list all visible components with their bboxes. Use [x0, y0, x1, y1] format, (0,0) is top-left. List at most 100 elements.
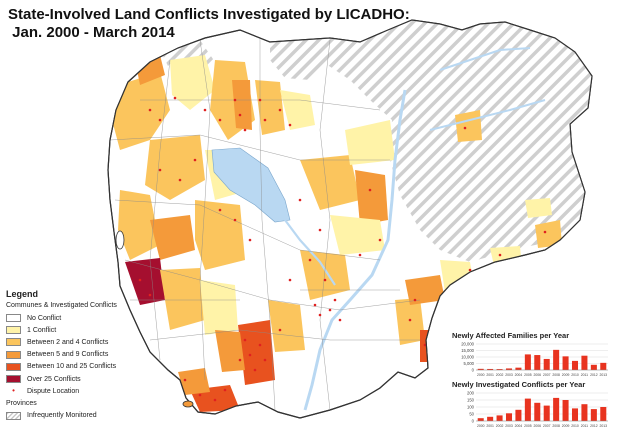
x-tick-label: 2005: [524, 424, 532, 428]
map-title: State-Involved Land Conflicts Investigat…: [8, 6, 410, 41]
x-tick-label: 2011: [581, 373, 588, 377]
commune-boundaries: [109, 35, 421, 411]
bar-2007: [543, 405, 550, 421]
bar-2012: [590, 364, 597, 370]
x-tick-label: 2000: [477, 373, 485, 377]
bar-2006: [534, 402, 541, 421]
y-tick-label: 50: [469, 412, 474, 417]
x-tick-label: 2013: [600, 373, 608, 377]
legend-title: Legend: [6, 289, 39, 299]
y-tick-label: 20,000: [461, 342, 474, 347]
island-kampot: [182, 400, 194, 408]
bar-2005: [524, 354, 531, 370]
x-tick-label: 2010: [571, 424, 579, 428]
legend-monitored-label: Infrequently Monitored: [27, 412, 97, 420]
legend-swatch: [6, 362, 21, 371]
bar-2004: [515, 409, 522, 421]
bar-2011: [581, 404, 588, 421]
sesan-river: [439, 47, 531, 71]
bar-2001: [487, 368, 494, 370]
x-tick-label: 2006: [534, 424, 542, 428]
y-tick-label: 0: [472, 368, 475, 373]
x-tick-label: 2012: [590, 424, 598, 428]
legend-swatch: [6, 314, 21, 323]
x-tick-label: 2005: [524, 373, 532, 377]
bar-2002: [496, 369, 503, 370]
y-tick-label: 200: [467, 391, 475, 396]
bar-2003: [505, 413, 513, 421]
legend-item: Between 5 and 9 Conflicts: [6, 349, 166, 361]
bar-2011: [581, 355, 588, 370]
x-tick-label: 2011: [581, 424, 588, 428]
legend-swatch: [6, 326, 21, 335]
hatch-swatch: [6, 411, 21, 420]
conflict-communes: [112, 55, 562, 412]
y-tick-label: 5,000: [464, 361, 475, 366]
legend-swatch: [6, 350, 21, 359]
x-tick-label: 2002: [496, 373, 504, 377]
legend-item-label: No Conflict: [27, 314, 62, 322]
legend-dispute-label: Dispute Location: [27, 387, 80, 395]
legend-communes-label: Communes & Investigated Conflicts: [6, 302, 117, 309]
island-koh-kong: [115, 230, 125, 250]
bar-2013: [600, 362, 607, 370]
bar-2002: [496, 415, 503, 421]
legend-item: Between 2 and 4 Conflicts: [6, 336, 166, 348]
hatched-region-north: [270, 30, 330, 80]
tonle-sap-lake: [211, 147, 291, 223]
bar-2008: [553, 349, 560, 370]
dispute-locations: [138, 96, 547, 402]
legend-item-label: Between 5 and 9 Conflicts: [27, 351, 109, 359]
legend-swatch: [6, 338, 21, 347]
bar-2013: [600, 407, 607, 421]
legend-item-label: Between 2 and 4 Conflicts: [27, 338, 109, 346]
bar-2000: [477, 418, 484, 421]
x-tick-label: 2003: [505, 373, 513, 377]
dispute-dot-icon: •: [12, 386, 15, 396]
legend-item-label: Between 10 and 25 Conflicts: [27, 363, 117, 371]
x-tick-label: 2010: [571, 373, 579, 377]
chart-title: Newly Investigated Conflicts per Year: [452, 380, 586, 389]
x-tick-label: 2008: [552, 424, 560, 428]
bar-2008: [553, 397, 560, 421]
x-tick-label: 2001: [486, 373, 494, 377]
conflicts-chart: Newly Investigated Conflicts per Year 20…: [452, 380, 612, 430]
x-tick-label: 2008: [552, 373, 560, 377]
bar-2007: [543, 358, 550, 370]
bar-2000: [477, 368, 484, 370]
chart-title: Newly Affected Families per Year: [452, 331, 570, 340]
x-tick-label: 2009: [562, 373, 570, 377]
x-tick-label: 2003: [505, 424, 513, 428]
bar-2006: [534, 355, 541, 370]
x-tick-label: 2002: [496, 424, 504, 428]
legend-monitored: Infrequently Monitored: [6, 410, 166, 422]
y-tick-label: 10,000: [461, 355, 474, 360]
x-tick-label: 2009: [562, 424, 570, 428]
bar-2009: [562, 400, 569, 421]
legend-item-label: Over 25 Conflicts: [27, 375, 81, 383]
legend-item: 1 Conflict: [6, 324, 166, 336]
bar-2003: [505, 368, 513, 370]
x-tick-label: 2013: [600, 424, 608, 428]
y-tick-label: 15,000: [461, 348, 474, 353]
x-tick-label: 2007: [543, 424, 551, 428]
bar-2010: [571, 408, 579, 421]
x-tick-label: 2001: [486, 424, 494, 428]
bar-2005: [524, 398, 531, 421]
bar-2004: [515, 367, 522, 370]
mekong-river: [303, 89, 407, 411]
legend-provinces: Provinces: [6, 397, 166, 409]
bar-2009: [562, 356, 569, 370]
x-tick-label: 2006: [534, 373, 542, 377]
legend-item: Between 10 and 25 Conflicts: [6, 361, 166, 373]
legend-swatch: [6, 375, 21, 384]
legend-dispute: • Dispute Location: [6, 385, 166, 397]
x-tick-label: 2012: [590, 373, 598, 377]
legend-item: No Conflict: [6, 312, 166, 324]
y-tick-label: 0: [472, 419, 475, 424]
legend: Legend Communes & Investigated Conflicts…: [6, 289, 166, 422]
x-tick-label: 2004: [515, 424, 523, 428]
